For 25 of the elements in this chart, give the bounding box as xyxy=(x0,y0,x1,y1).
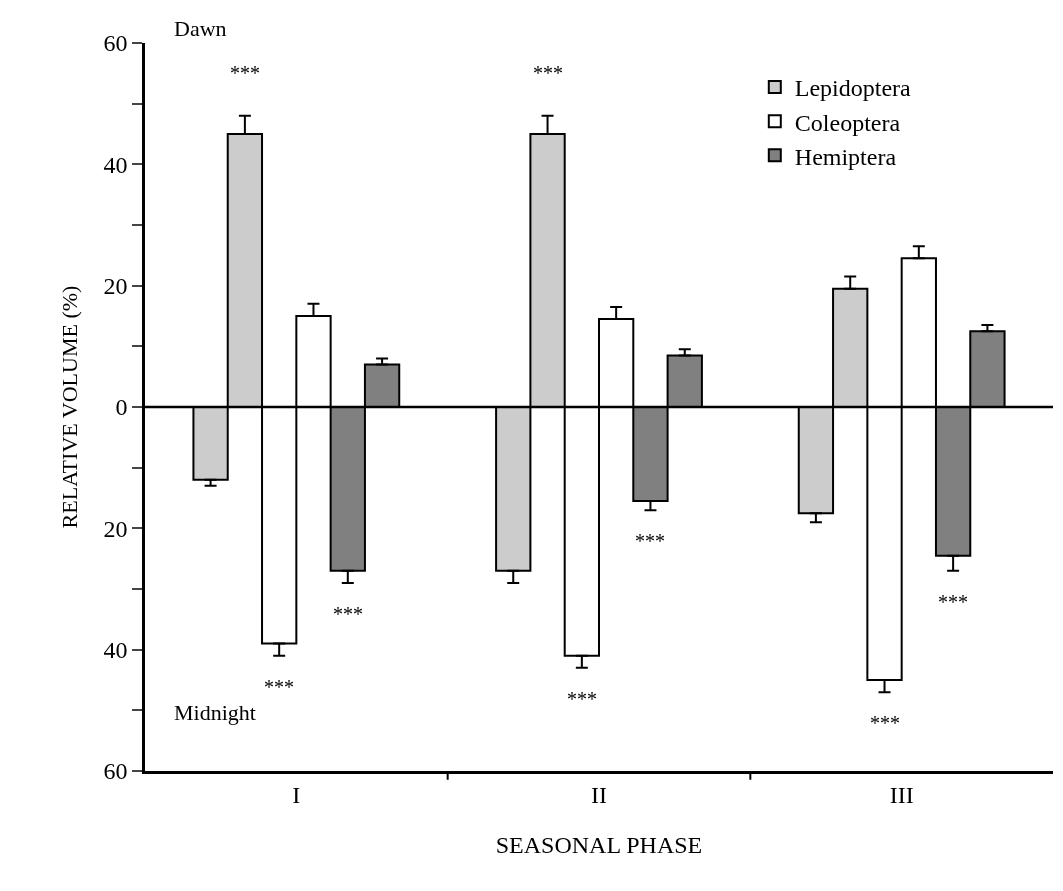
data-label: *** xyxy=(870,712,900,734)
legend-label: Lepidoptera xyxy=(794,75,912,102)
data-label: *** xyxy=(264,676,294,698)
data-label: *** xyxy=(635,530,665,552)
y-tick-label: 20 xyxy=(103,273,128,300)
annotation: Midnight xyxy=(174,700,256,725)
data-label: *** xyxy=(333,603,363,625)
y-tick-label: 0 xyxy=(115,394,128,421)
legend-label: Coleoptera xyxy=(794,109,901,136)
y-tick-label: 60 xyxy=(103,758,128,785)
data-label: *** xyxy=(230,62,260,84)
data-label: *** xyxy=(938,591,968,613)
y-tick-label: 60 xyxy=(103,30,128,57)
data-label: *** xyxy=(567,688,597,710)
x-axis-title: SEASONAL PHASE xyxy=(495,831,703,858)
data-label: *** xyxy=(533,62,563,84)
y-tick-label: 40 xyxy=(103,151,128,178)
text: Dawn xyxy=(174,16,227,41)
x-tick-label: III xyxy=(889,781,914,808)
x-tick-label: I xyxy=(292,781,301,808)
y-axis-title: RELATIVE VOLUME (%) xyxy=(57,285,83,529)
y-tick-label: 20 xyxy=(103,515,128,542)
legend-label: Hemiptera xyxy=(794,143,897,170)
y-tick-label: 40 xyxy=(103,637,128,664)
x-tick-label: II xyxy=(591,781,607,808)
